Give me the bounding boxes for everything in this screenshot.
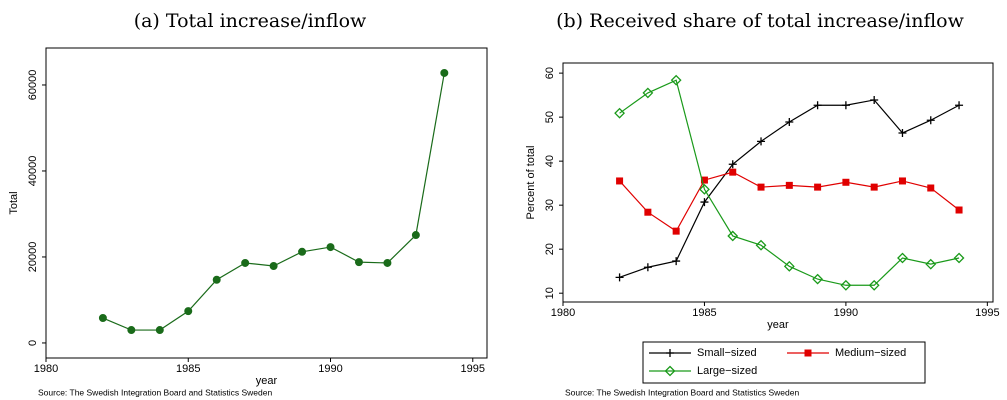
y-tick-label: 40000 (27, 156, 39, 187)
series-line (619, 171, 960, 232)
marker (411, 231, 420, 240)
marker (841, 101, 850, 110)
marker (898, 177, 906, 185)
marker (155, 326, 164, 335)
marker (269, 261, 278, 270)
y-tick-label: 0 (27, 340, 39, 346)
marker (755, 239, 767, 251)
series-line (102, 72, 445, 331)
legend-box (642, 341, 926, 384)
x-tick-label: 1995 (975, 307, 999, 319)
marker (98, 314, 107, 323)
marker (643, 263, 652, 272)
x-tick-label: 1980 (551, 307, 575, 319)
x-tick-label: 1995 (461, 363, 485, 375)
marker (700, 176, 708, 184)
marker (955, 206, 963, 214)
y-tick-label: 10 (544, 287, 556, 299)
marker (785, 117, 794, 126)
y-tick-label: 60 (544, 67, 556, 79)
marker (383, 258, 392, 267)
marker (840, 279, 852, 291)
x-tick-label: 1985 (692, 307, 716, 319)
marker (440, 68, 449, 77)
marker (614, 107, 625, 119)
marker (127, 326, 136, 335)
source-note: Source: The Swedish Integration Board an… (565, 387, 799, 397)
source-note: Source: The Swedish Integration Board an… (38, 387, 272, 397)
chart-title: (a) Total increase/inflow (134, 10, 367, 32)
marker (925, 258, 937, 270)
plot-frame (45, 47, 488, 359)
marker (642, 87, 654, 99)
legend-label: Small−sized (697, 347, 757, 359)
y-tick-label: 20000 (27, 242, 39, 273)
marker (897, 252, 908, 264)
marker (670, 74, 682, 86)
marker (870, 95, 879, 104)
y-tick-label: 30 (544, 199, 556, 211)
marker (927, 184, 935, 192)
x-axis-label: year (767, 319, 789, 331)
y-tick-label: 20 (544, 243, 556, 255)
marker (785, 181, 793, 189)
marker (644, 208, 652, 216)
y-tick-label: 40 (544, 155, 556, 167)
x-tick-label: 1980 (34, 363, 58, 375)
marker (326, 243, 335, 252)
x-tick-label: 1990 (318, 363, 342, 375)
marker (729, 168, 737, 176)
marker (955, 101, 964, 110)
marker (842, 178, 850, 186)
marker (184, 307, 193, 316)
y-tick-label: 50 (544, 111, 556, 123)
marker (700, 198, 709, 207)
marker (898, 128, 907, 137)
marker (812, 273, 824, 285)
marker (298, 247, 307, 256)
marker (616, 177, 624, 185)
chart-title: (b) Received share of total increase/inf… (556, 10, 964, 32)
plot-frame (562, 62, 994, 303)
marker (728, 160, 737, 169)
x-tick-label: 1990 (834, 307, 858, 319)
marker (727, 230, 739, 242)
marker (757, 137, 766, 146)
series-line (619, 79, 960, 286)
x-tick-label: 1985 (176, 363, 200, 375)
y-axis-label: Total (8, 191, 20, 214)
marker (783, 260, 795, 272)
y-axis-label: Percent of total (525, 146, 537, 220)
marker (870, 183, 878, 191)
x-axis-label: year (256, 375, 278, 387)
legend-label: Large−sized (697, 365, 757, 377)
marker (672, 257, 681, 266)
marker (354, 258, 363, 267)
marker (212, 275, 221, 284)
legend-label: Medium−sized (835, 347, 906, 359)
marker (699, 183, 710, 195)
marker (241, 258, 250, 267)
marker (868, 279, 880, 291)
legend-marker (666, 349, 674, 357)
legend-marker (664, 365, 676, 377)
marker (757, 183, 765, 191)
marker (953, 252, 965, 264)
marker (814, 183, 822, 191)
marker (813, 101, 822, 110)
legend-marker (804, 349, 812, 357)
marker (672, 227, 680, 235)
y-tick-label: 60000 (27, 70, 39, 101)
marker (615, 273, 624, 282)
marker (926, 116, 935, 125)
